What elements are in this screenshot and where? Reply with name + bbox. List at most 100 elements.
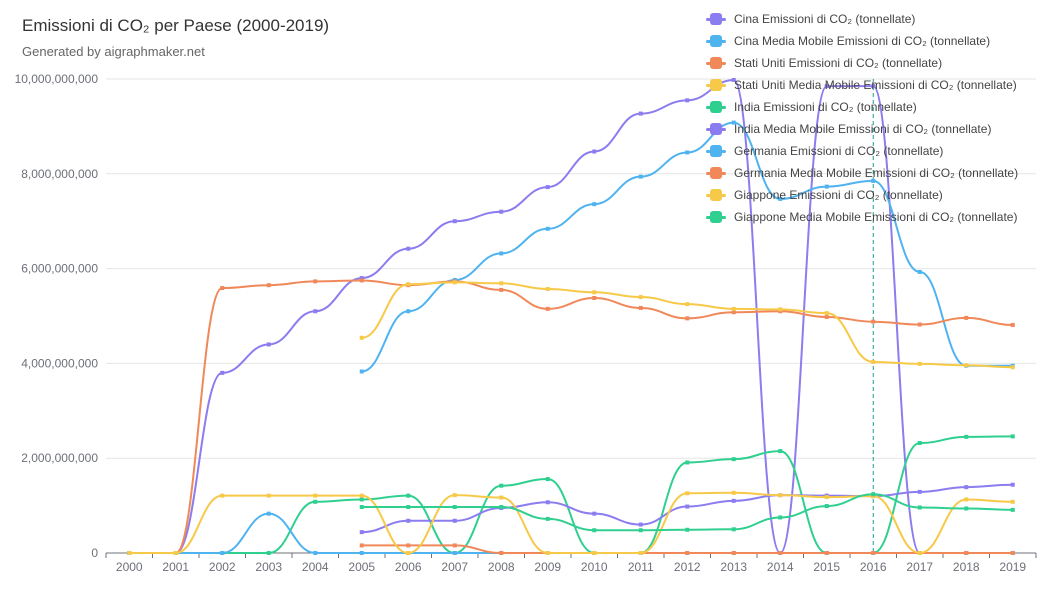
series-line-2 xyxy=(361,121,1013,373)
data-point-6 xyxy=(638,522,643,527)
data-point-1 xyxy=(499,209,504,214)
data-point-6 xyxy=(1010,482,1015,487)
data-point-2 xyxy=(871,178,876,183)
data-point-5 xyxy=(406,493,411,498)
data-point-9 xyxy=(824,495,829,500)
x-tick-label: 2004 xyxy=(302,560,329,574)
data-point-9 xyxy=(685,491,690,496)
data-point-9 xyxy=(499,495,504,500)
y-tick-label: 2,000,000,000 xyxy=(21,451,98,465)
legend-label: Giappone Media Mobile Emissioni di CO₂ (… xyxy=(734,210,1018,224)
x-tick-label: 2005 xyxy=(348,560,375,574)
x-tick-label: 2002 xyxy=(209,560,236,574)
data-point-1 xyxy=(220,370,225,375)
data-point-1 xyxy=(266,342,271,347)
legend-label: Cina Emissioni di CO₂ (tonnellate) xyxy=(734,12,916,26)
data-point-10 xyxy=(1010,507,1015,512)
data-point-9 xyxy=(917,551,922,555)
legend-item-1[interactable]: Cina Emissioni di CO₂ (tonnellate) xyxy=(704,8,1049,30)
data-point-1 xyxy=(731,77,736,82)
x-tick-label: 2013 xyxy=(720,560,747,574)
data-point-3 xyxy=(220,286,225,291)
legend-label: Germania Media Mobile Emissioni di CO₂ (… xyxy=(734,166,1019,180)
legend-item-3[interactable]: Stati Uniti Emissioni di CO₂ (tonnellate… xyxy=(704,52,1049,74)
legend-swatch-marker xyxy=(710,101,722,113)
data-point-10 xyxy=(824,504,829,509)
data-point-10 xyxy=(917,505,922,510)
data-point-9 xyxy=(452,493,457,498)
data-point-4 xyxy=(778,307,783,312)
data-point-5 xyxy=(917,441,922,446)
data-point-5 xyxy=(731,457,736,462)
legend-item-9[interactable]: Giappone Emissioni di CO₂ (tonnellate) xyxy=(704,184,1049,206)
data-point-10 xyxy=(592,528,597,533)
data-point-9 xyxy=(313,493,318,498)
data-point-9 xyxy=(592,551,597,555)
data-point-3 xyxy=(824,314,829,319)
data-point-10 xyxy=(778,515,783,520)
data-point-2 xyxy=(685,150,690,155)
data-point-2 xyxy=(359,369,364,374)
data-point-8 xyxy=(871,551,876,555)
data-point-2 xyxy=(778,196,783,201)
data-point-10 xyxy=(638,528,643,533)
legend-swatch-marker xyxy=(710,79,722,91)
data-point-10 xyxy=(359,505,364,510)
chart-subtitle: Generated by aigraphmaker.net xyxy=(22,44,205,59)
y-tick-label: 10,000,000,000 xyxy=(15,72,99,86)
legend-item-2[interactable]: Cina Media Mobile Emissioni di CO₂ (tonn… xyxy=(704,30,1049,52)
data-point-2 xyxy=(545,226,550,231)
legend-item-7[interactable]: Germania Emissioni di CO₂ (tonnellate) xyxy=(704,140,1049,162)
data-point-8 xyxy=(499,551,504,555)
data-point-5 xyxy=(545,477,550,482)
legend-item-4[interactable]: Stati Uniti Media Mobile Emissioni di CO… xyxy=(704,74,1049,96)
x-tick-label: 2000 xyxy=(116,560,143,574)
data-point-2 xyxy=(731,120,736,125)
x-tick-label: 2010 xyxy=(581,560,608,574)
data-point-10 xyxy=(545,516,550,521)
data-point-4 xyxy=(731,306,736,311)
data-point-8 xyxy=(359,543,364,548)
x-tick-label: 2006 xyxy=(395,560,422,574)
data-point-3 xyxy=(871,319,876,324)
data-point-9 xyxy=(638,551,643,555)
data-point-1 xyxy=(871,84,876,89)
data-point-5 xyxy=(313,499,318,504)
series-line-10 xyxy=(361,493,1013,532)
data-point-2 xyxy=(499,251,504,256)
x-tick-label: 2016 xyxy=(860,560,887,574)
legend-item-10[interactable]: Giappone Media Mobile Emissioni di CO₂ (… xyxy=(704,206,1049,228)
legend-item-8[interactable]: Germania Media Mobile Emissioni di CO₂ (… xyxy=(704,162,1049,184)
data-point-1 xyxy=(406,246,411,251)
x-tick-label: 2009 xyxy=(534,560,561,574)
data-point-4 xyxy=(499,281,504,286)
chart-legend: Cina Emissioni di CO₂ (tonnellate) Cina M… xyxy=(704,8,1049,228)
data-point-4 xyxy=(545,286,550,291)
data-point-6 xyxy=(359,530,364,535)
data-point-3 xyxy=(685,316,690,321)
legend-swatch-marker xyxy=(710,13,722,25)
data-point-4 xyxy=(406,282,411,287)
y-tick-label: 8,000,000,000 xyxy=(21,167,98,181)
data-point-3 xyxy=(731,310,736,315)
data-point-3 xyxy=(313,279,318,284)
legend-item-5[interactable]: India Emissioni di CO₂ (tonnellate) xyxy=(704,96,1049,118)
data-point-10 xyxy=(685,527,690,532)
data-point-8 xyxy=(1010,551,1015,555)
series-line-9 xyxy=(129,491,1013,554)
data-point-1 xyxy=(638,111,643,116)
legend-item-6[interactable]: India Media Mobile Emissioni di CO₂ (ton… xyxy=(704,118,1049,140)
x-tick-label: 2001 xyxy=(162,560,189,574)
y-tick-label: 6,000,000,000 xyxy=(21,262,98,276)
data-point-8 xyxy=(406,543,411,548)
x-tick-label: 2008 xyxy=(488,560,515,574)
legend-label: Cina Media Mobile Emissioni di CO₂ (tonn… xyxy=(734,34,991,48)
data-point-6 xyxy=(964,485,969,490)
data-point-5 xyxy=(1010,434,1015,439)
data-point-6 xyxy=(917,489,922,494)
data-point-4 xyxy=(824,311,829,316)
data-point-9 xyxy=(545,551,550,555)
data-point-1 xyxy=(824,84,829,89)
data-point-10 xyxy=(406,505,411,510)
